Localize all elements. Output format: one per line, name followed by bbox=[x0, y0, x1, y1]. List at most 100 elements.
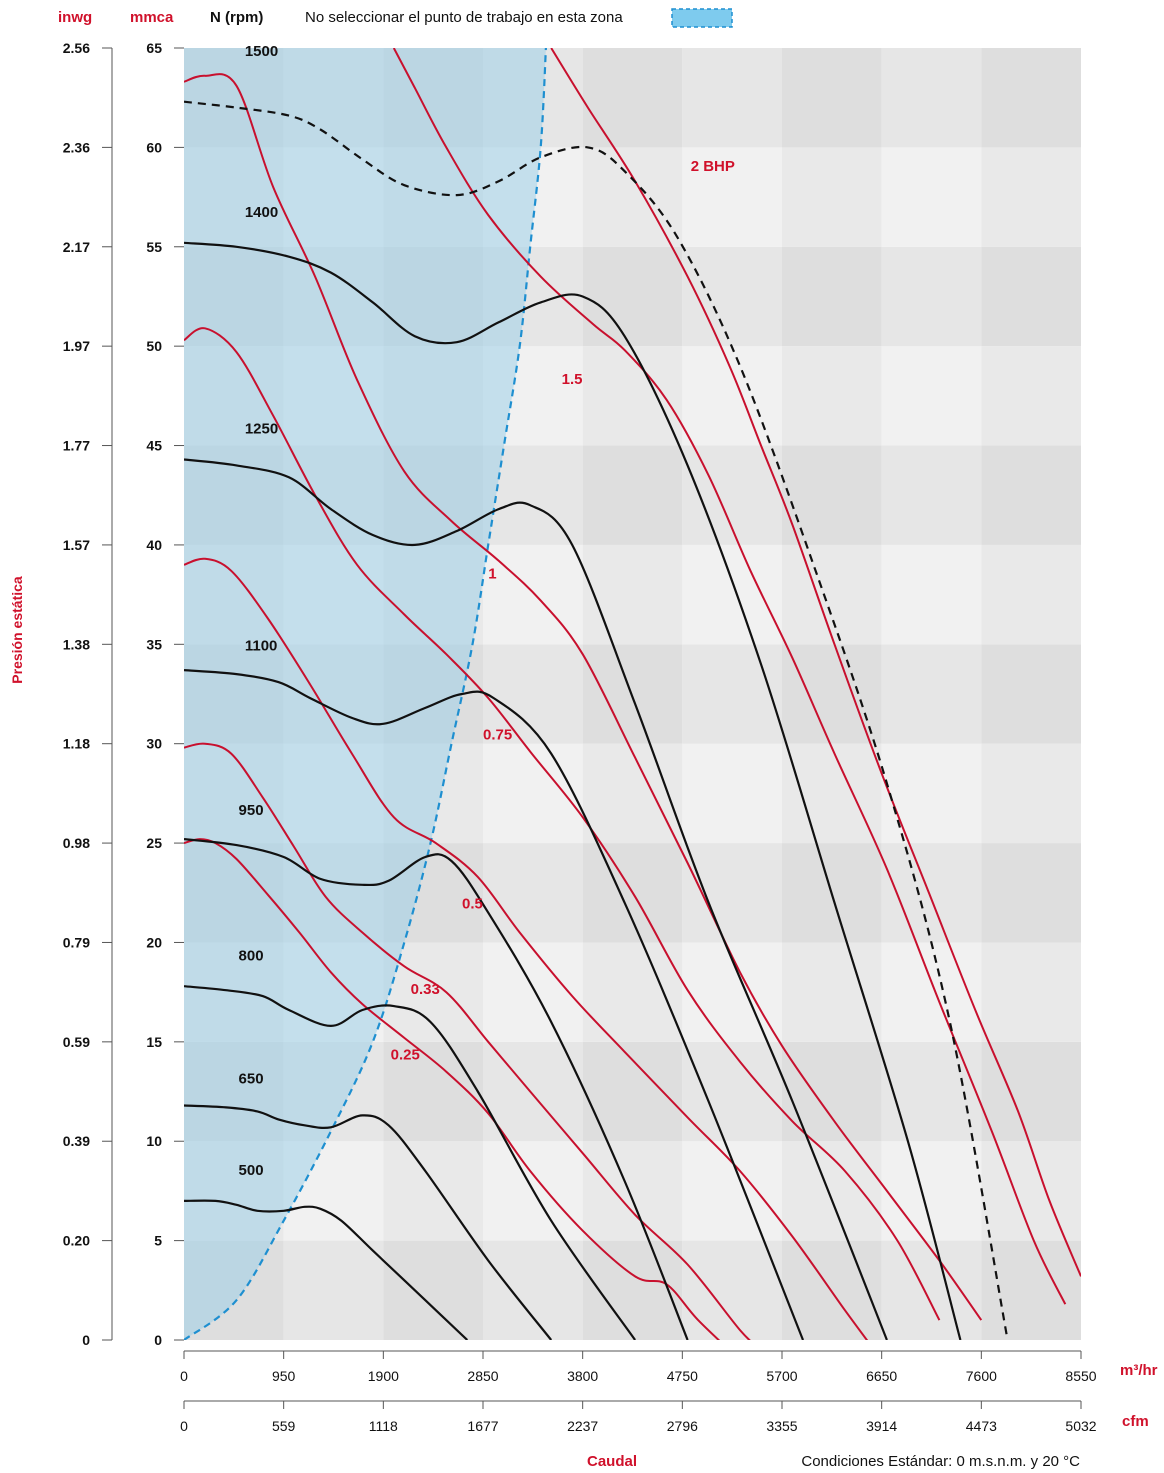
grid-band bbox=[881, 743, 982, 844]
x-m3hr-tick-label: 6650 bbox=[866, 1368, 897, 1384]
grid-band bbox=[483, 942, 583, 1042]
grid-band bbox=[582, 48, 683, 148]
y-mmca-tick-label: 45 bbox=[146, 438, 162, 454]
grid-band bbox=[582, 1141, 683, 1241]
grid-band bbox=[881, 445, 982, 545]
y-inwg-tick-label: 0 bbox=[82, 1332, 90, 1348]
x-cfm-tick-label: 1677 bbox=[467, 1418, 498, 1434]
x-m3hr-tick-label: 4750 bbox=[667, 1368, 698, 1384]
grid-band bbox=[682, 147, 782, 247]
grid-band bbox=[283, 1240, 384, 1340]
grid-band bbox=[383, 1141, 483, 1241]
grid-band bbox=[981, 1141, 1081, 1241]
y-mmca-tick-label: 55 bbox=[146, 239, 162, 255]
x-m3hr-tick-label: 1900 bbox=[368, 1368, 399, 1384]
y-axis-title: Presión estática bbox=[9, 576, 25, 684]
grid-band bbox=[682, 1141, 782, 1241]
grid-band bbox=[881, 843, 982, 943]
grid-band bbox=[582, 1041, 683, 1142]
bhp-label-2-BHP: 2 BHP bbox=[691, 158, 735, 175]
no-select-zone-boundary bbox=[184, 48, 547, 1340]
grid-band bbox=[782, 246, 882, 347]
grid-band bbox=[981, 246, 1081, 347]
y-mmca-tick-label: 40 bbox=[146, 537, 162, 553]
grid-band bbox=[582, 346, 683, 446]
grid-band bbox=[682, 843, 782, 943]
bhp-curve-1.5 bbox=[392, 48, 1067, 1305]
bhp-label-0.33: 0.33 bbox=[411, 981, 440, 998]
cfm-unit-label: cfm bbox=[1122, 1413, 1149, 1430]
rpm-label-1400: 1400 bbox=[245, 204, 278, 221]
rpm-label-950: 950 bbox=[239, 802, 264, 819]
grid-band bbox=[582, 445, 683, 545]
y-mmca-tick-label: 65 bbox=[146, 40, 162, 56]
y-inwg-tick-label: 0.79 bbox=[63, 934, 90, 950]
rpm-curve-650 bbox=[184, 1104, 553, 1340]
grid-band bbox=[483, 1240, 583, 1340]
bhp-curve-0.33 bbox=[184, 742, 751, 1340]
rpm-label-1250: 1250 bbox=[245, 421, 278, 438]
grid-band bbox=[981, 743, 1081, 844]
grid-band bbox=[483, 644, 583, 744]
y-inwg-tick-label: 0.20 bbox=[63, 1233, 90, 1249]
bhp-curve-1 bbox=[184, 73, 983, 1321]
bhp-curve-0.5 bbox=[184, 557, 869, 1340]
grid-band bbox=[582, 743, 683, 844]
grid-band bbox=[981, 843, 1081, 943]
mmca-unit-label: mmca bbox=[130, 9, 174, 26]
y-mmca-tick-label: 50 bbox=[146, 338, 162, 354]
y-mmca-tick-label: 15 bbox=[146, 1034, 162, 1050]
grid-band bbox=[881, 48, 982, 148]
rpm-label-1100: 1100 bbox=[245, 637, 278, 654]
bhp-label-0.5: 0.5 bbox=[462, 896, 483, 913]
y-inwg-tick-label: 1.38 bbox=[63, 636, 90, 652]
x-cfm-tick-label: 3355 bbox=[766, 1418, 797, 1434]
y-mmca-tick-label: 25 bbox=[146, 835, 162, 851]
zone-note: No seleccionar el punto de trabajo en es… bbox=[305, 9, 623, 26]
no-select-zone-fill bbox=[184, 48, 546, 1340]
x-cfm-tick-label: 3914 bbox=[866, 1418, 897, 1434]
grid-band bbox=[682, 644, 782, 744]
grid-band bbox=[981, 147, 1081, 247]
grid-band bbox=[582, 544, 683, 645]
no-select-zone bbox=[184, 48, 547, 1340]
conditions-note: Condiciones Estándar: 0 m.s.n.m. y 20 °C bbox=[801, 1453, 1080, 1470]
y-mmca-tick-label: 5 bbox=[154, 1233, 162, 1249]
y-mmca-tick-label: 60 bbox=[146, 139, 162, 155]
rpm-curve-1500 bbox=[184, 100, 1009, 1340]
grid-band bbox=[383, 1240, 483, 1340]
x-m3hr-tick-label: 0 bbox=[180, 1368, 188, 1384]
y-inwg-tick-label: 0.59 bbox=[63, 1034, 90, 1050]
bhp-label-0.75: 0.75 bbox=[483, 727, 512, 744]
m3hr-unit-label: m³/hr bbox=[1120, 1362, 1158, 1379]
x-cfm-tick-label: 559 bbox=[272, 1418, 296, 1434]
rpm-label-1500: 1500 bbox=[245, 43, 278, 60]
y-mmca-tick-label: 30 bbox=[146, 736, 162, 752]
grid-band bbox=[881, 147, 982, 247]
y-inwg-tick-label: 1.77 bbox=[63, 438, 90, 454]
y-inwg-tick-label: 2.56 bbox=[63, 40, 90, 56]
y-mmca-tick-label: 10 bbox=[146, 1133, 162, 1149]
rpm-label-650: 650 bbox=[239, 1071, 264, 1088]
x-cfm-tick-label: 0 bbox=[180, 1418, 188, 1434]
grid-band bbox=[981, 48, 1081, 148]
axes: 0050.20100.39150.59200.79250.98301.18351… bbox=[63, 40, 1097, 1434]
rpm-curve-500 bbox=[184, 1199, 469, 1340]
x-cfm-tick-label: 2237 bbox=[567, 1418, 598, 1434]
y-inwg-tick-label: 2.36 bbox=[63, 139, 90, 155]
grid-band bbox=[582, 942, 683, 1042]
y-inwg-tick-label: 1.97 bbox=[63, 338, 90, 354]
grid-band bbox=[483, 843, 583, 943]
x-m3hr-tick-label: 7600 bbox=[966, 1368, 997, 1384]
grid-band bbox=[682, 1240, 782, 1340]
rpm-curve-1400 bbox=[184, 241, 962, 1340]
grid-band bbox=[782, 1041, 882, 1142]
inwg-unit-label: inwg bbox=[58, 9, 92, 26]
x-m3hr-tick-label: 8550 bbox=[1065, 1368, 1096, 1384]
grid-band bbox=[782, 48, 882, 148]
bhp-label-1.5: 1.5 bbox=[562, 371, 583, 388]
grid-band bbox=[782, 147, 882, 247]
grid-band bbox=[881, 346, 982, 446]
x-m3hr-tick-label: 3800 bbox=[567, 1368, 598, 1384]
grid-band bbox=[782, 445, 882, 545]
